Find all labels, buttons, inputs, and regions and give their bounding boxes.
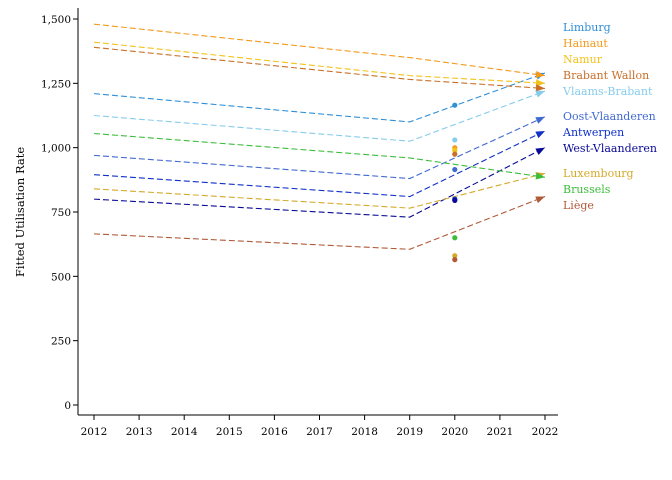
y-tick-label: 0 [64,400,71,412]
x-tick-label: 2015 [216,426,243,438]
series-line [93,172,546,209]
series-arrowhead [535,196,545,204]
series-line [93,72,546,123]
y-tick-label: 1,500 [41,14,71,26]
y-tick-label: 250 [51,336,71,348]
legend-entry: Luxembourg [563,167,634,180]
series-line [93,132,546,178]
y-tick-group: 0 250 500 750 1,000 1,250 1,500 [41,14,78,412]
legend-entry: Namur [563,53,603,66]
legend-entry: Hainaut [563,37,608,50]
chart-legend: Limburg Hainaut Namur Brabant Wallon Vlaams-… [562,21,657,212]
y-tick-label: 750 [51,207,71,219]
observed-2020-point [452,257,458,263]
series-line [93,147,546,218]
series-line [93,196,546,250]
series-arrowhead [535,147,545,155]
legend-entry: Oost-Vlaanderen [563,110,656,123]
legend-entry: West-Vlaanderen [563,142,657,155]
series-arrowhead [535,172,545,180]
series-arrowhead [535,90,545,98]
observed-2020-point [452,137,458,143]
x-tick-label: 2020 [441,426,468,438]
x-tick-label: 2016 [261,426,288,438]
x-tick-label: 2021 [487,426,514,438]
observed-points [452,102,458,263]
x-tick-label: 2012 [81,426,108,438]
legend-entry: Vlaams-Brabant [562,85,653,98]
series-arrowhead [535,130,545,139]
legend-entry: Limburg [563,21,611,34]
series-line [93,116,546,180]
legend-entry: Liège [563,199,594,212]
observed-2020-point [452,253,458,259]
x-tick-label: 2022 [532,426,559,438]
series-lines [93,23,546,250]
observed-2020-point [452,151,458,157]
x-tick-group: 2012 2013 2014 2015 2016 2017 2018 2019 2020 2021… [81,415,559,438]
y-tick-label: 1,000 [41,143,71,155]
series-line [93,23,546,77]
x-tick-label: 2019 [396,426,423,438]
y-tick-label: 500 [51,271,71,283]
series-line [93,130,546,198]
x-tick-label: 2013 [126,426,153,438]
legend-entry: Brussels [563,183,611,196]
series-arrowhead [535,84,545,92]
series-arrowhead [535,116,545,124]
y-axis-title: Fitted Utilisation Rate [13,147,27,278]
series-arrowhead [535,79,545,87]
chart-axes [77,8,558,416]
legend-entry: Brabant Wallon [563,69,649,82]
series-line [93,41,546,84]
observed-2020-point [452,102,458,108]
y-tick-label: 1,250 [41,78,71,90]
observed-2020-point [452,166,458,173]
observed-2020-point [452,235,458,241]
series-line [93,46,546,90]
x-tick-label: 2014 [171,426,198,438]
series-arrowhead [535,70,545,78]
legend-entry: Antwerpen [562,126,624,139]
observed-2020-point [452,197,458,204]
x-tick-label: 2017 [306,426,333,438]
series-line [93,90,546,142]
x-tick-label: 2018 [351,426,378,438]
observed-2020-point [452,147,458,153]
